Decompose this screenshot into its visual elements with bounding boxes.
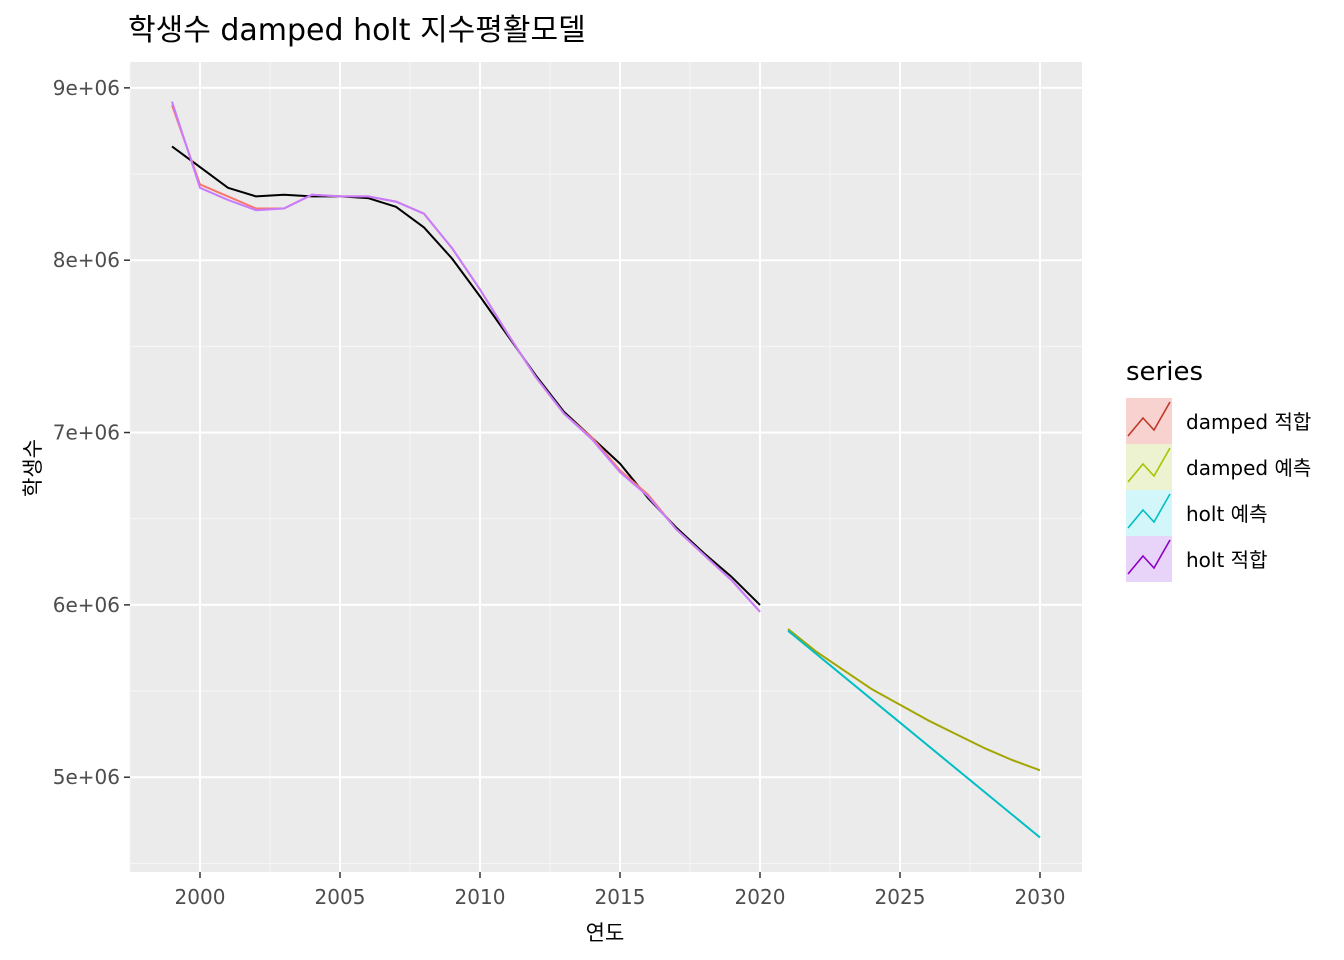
x-axis: 2000 2005 2010 2015 2020 2025 2030: [175, 872, 1066, 909]
x-tick-label: 2010: [455, 885, 506, 909]
legend-title: series: [1126, 357, 1203, 387]
legend-label: damped 예측: [1186, 456, 1311, 480]
legend-key-line: [1127, 493, 1171, 529]
x-tick-label: 2030: [1015, 885, 1066, 909]
legend-key-line: [1127, 447, 1171, 483]
x-tick-label: 2015: [595, 885, 646, 909]
y-axis: 5e+06 6e+06 7e+06 8e+06 9e+06: [53, 76, 130, 789]
legend-key: [1126, 398, 1172, 444]
minor-grid: [129, 62, 1082, 872]
x-tick-label: 2025: [875, 885, 926, 909]
y-tick-label: 7e+06: [53, 421, 120, 445]
major-grid: [130, 62, 1082, 872]
plot-panel: [130, 62, 1082, 872]
x-tick-label: 2020: [735, 885, 786, 909]
x-axis-title: 연도: [586, 921, 625, 945]
legend-label: holt 적합: [1186, 548, 1267, 572]
y-tick-label: 9e+06: [53, 76, 120, 100]
legend-key: [1126, 536, 1172, 582]
x-tick-label: 2005: [315, 885, 366, 909]
legend-label: damped 적합: [1186, 410, 1311, 434]
legend: series damped 적합 damped 예측 holt 예측 holt 적합: [1126, 357, 1311, 582]
y-tick-label: 5e+06: [53, 765, 120, 789]
series-line-4: [171, 101, 761, 613]
series-lines: [171, 101, 1041, 839]
y-tick-label: 8e+06: [53, 248, 120, 272]
series-line-2: [787, 628, 1041, 772]
series-line-3: [787, 629, 1041, 839]
legend-key-line: [1127, 401, 1171, 437]
x-tick-label: 2000: [175, 885, 226, 909]
legend-key-line: [1127, 539, 1171, 575]
y-tick-label: 6e+06: [53, 593, 120, 617]
legend-label: holt 예측: [1186, 502, 1267, 526]
legend-key: [1126, 444, 1172, 490]
chart-title: 학생수 damped holt 지수평활모델: [128, 13, 586, 48]
y-axis-title: 학생수: [21, 439, 45, 497]
legend-key: [1126, 490, 1172, 536]
